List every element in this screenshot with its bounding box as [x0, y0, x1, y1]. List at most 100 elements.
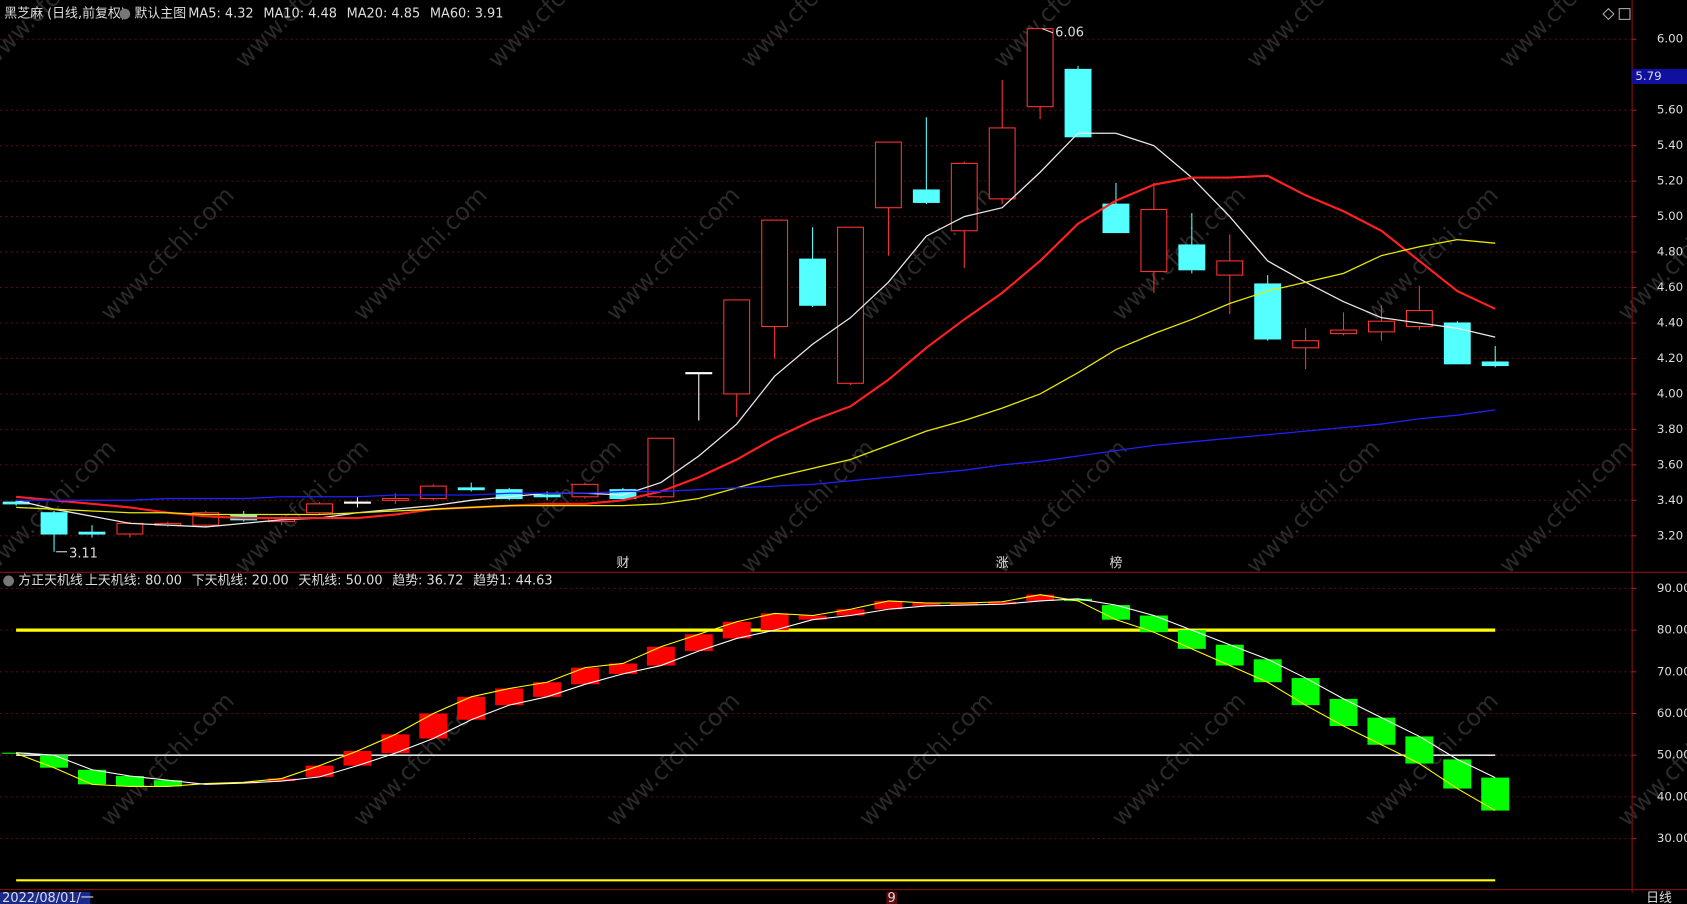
trend-block	[1026, 594, 1055, 601]
trend-block	[381, 734, 410, 754]
legend-entry: MA60: 3.91	[430, 6, 504, 21]
y-tick-label: 4.60	[1657, 280, 1683, 294]
candle-body	[799, 258, 827, 306]
candle-body	[457, 487, 485, 491]
y-tick-label: 5.20	[1657, 174, 1683, 188]
y-tick-label: 60.00	[1657, 706, 1687, 720]
trend-block	[1253, 659, 1282, 683]
candle-body	[533, 494, 561, 498]
chart-title: 黑芝麻 (日线,前复权)	[4, 5, 126, 21]
legend-entry: 趋势: 36.72	[392, 572, 463, 588]
y-tick-label: 5.60	[1657, 103, 1683, 117]
candle-body	[1481, 361, 1509, 367]
candle-body	[344, 501, 371, 504]
trend-block	[1405, 736, 1434, 764]
y-tick-label: 5.40	[1657, 138, 1683, 152]
candle-body	[1443, 322, 1471, 365]
y-tick-label: 4.80	[1657, 245, 1683, 259]
candle-body	[988, 127, 1016, 200]
menu-icon[interactable]	[3, 575, 14, 587]
indicator-title: 方正天机线	[18, 572, 83, 588]
trend-block	[1064, 598, 1093, 601]
y-tick-label: 4.20	[1657, 351, 1683, 365]
y-tick-label: 4.00	[1657, 386, 1683, 400]
candle-body	[1330, 329, 1357, 335]
y-tick-label: 4.40	[1657, 315, 1683, 329]
candle-body	[1178, 244, 1206, 271]
candle-body	[685, 372, 713, 375]
series-line	[16, 238, 1496, 516]
trend-block	[836, 609, 865, 616]
low-annotation: 3.11	[69, 546, 98, 561]
candle-body	[306, 503, 333, 514]
candle-body	[1140, 208, 1168, 273]
candle-body	[419, 485, 447, 500]
y-tick-label: 80.00	[1657, 623, 1687, 637]
legend-entry: MA20: 4.85	[347, 6, 421, 21]
legend-entry: 下天机线: 20.00	[192, 573, 289, 588]
trend-block	[78, 769, 106, 785]
y-tick-label: 40.00	[1657, 789, 1687, 803]
trend-block	[988, 601, 1017, 605]
y-tick-label: 3.20	[1657, 528, 1683, 542]
date-box	[886, 891, 898, 904]
candle-body	[874, 141, 902, 209]
y-tick-label: 3.40	[1657, 493, 1683, 507]
price-tag-label: 5.79	[1635, 69, 1661, 83]
legend-entry: 上天机线: 80.00	[85, 573, 182, 588]
legend-entry: 天机线: 50.00	[298, 573, 382, 588]
candle-body	[761, 219, 789, 328]
price-tag	[1632, 68, 1687, 85]
y-tick-label: 30.00	[1657, 831, 1687, 845]
candle-body	[647, 437, 675, 498]
candle-body	[1292, 340, 1320, 349]
annotation-arrow	[1042, 28, 1054, 34]
y-tick-label: 6.00	[1657, 32, 1683, 46]
candle-body	[723, 299, 751, 395]
trend-block	[495, 688, 524, 706]
candle-body	[1254, 283, 1282, 340]
trend-block	[684, 634, 713, 651]
period-label: 日线	[1646, 891, 1672, 904]
series-line	[16, 409, 1496, 501]
trend-block	[1139, 615, 1168, 633]
candle-body	[1367, 320, 1395, 333]
y-tick-label: 70.00	[1657, 664, 1687, 678]
candle-body	[1216, 260, 1244, 276]
trend-block	[115, 776, 144, 787]
candle-body	[912, 189, 940, 203]
candle-body	[1102, 203, 1130, 234]
candle-body	[40, 512, 68, 535]
trend-block	[760, 613, 789, 631]
trend-block	[343, 751, 372, 766]
trend-block	[608, 663, 637, 674]
trend-block	[950, 603, 979, 606]
trend-block	[722, 621, 751, 639]
x-tick-label: 9	[888, 891, 896, 904]
trend-block	[419, 713, 448, 739]
menu-icon[interactable]	[119, 8, 131, 20]
candle-body	[116, 522, 144, 535]
trend-block	[798, 615, 827, 620]
candle-body	[1026, 28, 1054, 108]
y-tick-label: 3.60	[1657, 457, 1683, 471]
trend-block	[153, 780, 182, 787]
subtitle: 默认主图	[134, 5, 186, 21]
trend-block	[571, 667, 600, 685]
window-icon[interactable]	[1602, 7, 1615, 21]
trend-block	[1177, 630, 1206, 649]
series-line	[16, 174, 1496, 520]
trend-block	[874, 600, 903, 610]
trend-block	[40, 755, 69, 768]
window-icon[interactable]	[1618, 8, 1631, 20]
candle-body	[381, 498, 409, 501]
candle-body	[950, 162, 978, 232]
trend-block	[267, 778, 296, 782]
candle-body	[78, 531, 106, 535]
legend-entry: MA10: 4.48	[263, 6, 337, 21]
high-annotation: 6.06	[1055, 25, 1084, 40]
legend-entry: MA5: 4.32	[188, 6, 253, 21]
legend-entry: 趋势1: 44.63	[473, 572, 552, 588]
